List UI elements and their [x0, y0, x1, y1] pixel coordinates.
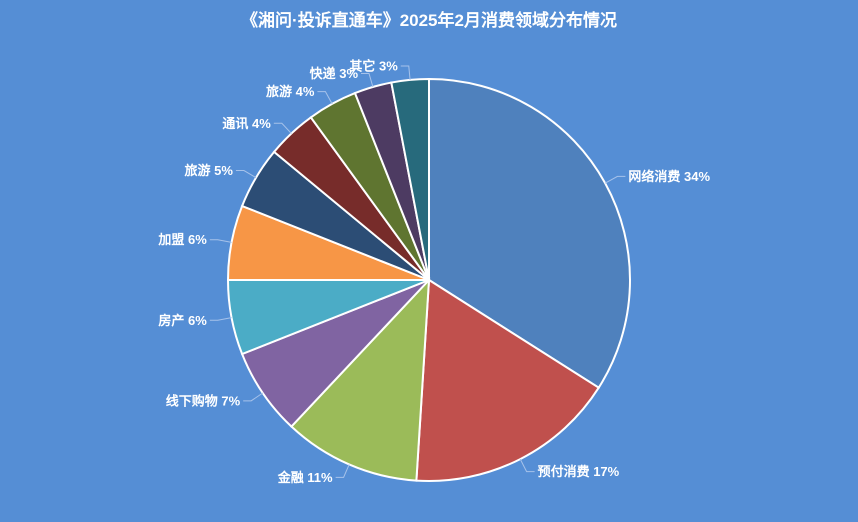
- slice-label: 旅游 5%: [185, 163, 234, 178]
- leader-line: [400, 65, 411, 80]
- leader-line: [361, 73, 374, 88]
- leader-line: [243, 392, 264, 402]
- slice-label: 金融 11%: [277, 470, 333, 485]
- chart-title: 《湘问·投诉直通车》2025年2月消费领域分布情况: [241, 11, 617, 30]
- slice-label: 通讯 4%: [222, 116, 271, 131]
- leader-line: [209, 239, 232, 243]
- leader-line: [519, 458, 535, 473]
- slice-label: 预付消费 17%: [538, 464, 620, 479]
- slice-label: 网络消费 34%: [628, 169, 710, 184]
- slice-label: 加盟 6%: [157, 232, 207, 247]
- leader-line: [317, 91, 333, 105]
- slice-label: 线下购物 7%: [166, 393, 241, 408]
- leader-line: [604, 175, 626, 184]
- pie-slice: [289, 277, 431, 482]
- pie-slice: [428, 77, 631, 390]
- leader-line: [335, 464, 350, 478]
- leader-line: [235, 170, 257, 179]
- slice-label: 快递 3%: [310, 66, 359, 81]
- leader-line: [273, 122, 292, 134]
- slice-label: 房产 6%: [158, 313, 207, 328]
- slice-label: 旅游 4%: [266, 84, 315, 99]
- slice-label: 其它 3%: [349, 58, 398, 73]
- leader-line: [209, 317, 232, 321]
- pie-slice: [415, 278, 601, 482]
